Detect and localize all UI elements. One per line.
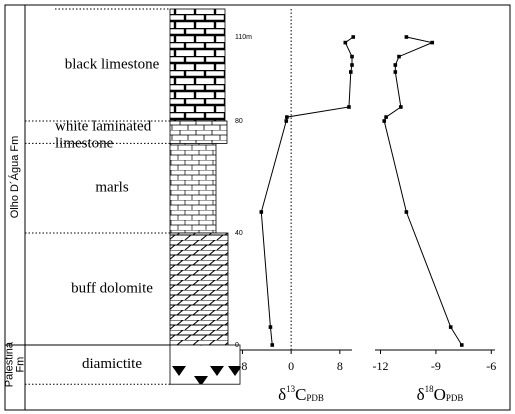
height-tick-label: 80: [235, 118, 243, 125]
data-point: [404, 35, 409, 39]
x-axis-title: δ13CPDB: [278, 384, 324, 404]
x-tick-label: -6: [486, 359, 496, 373]
frame: [4, 4, 511, 411]
formation-label: Fm: [14, 357, 26, 373]
x-axis-title-part: O: [434, 385, 446, 404]
height-tick-label: 40: [235, 230, 243, 237]
data-point: [343, 40, 348, 45]
data-point: [347, 105, 351, 109]
data-point: [284, 119, 289, 123]
data-point: [350, 63, 354, 67]
lithology-unit: [169, 142, 217, 234]
x-axis-title-part: C: [295, 385, 306, 404]
x-tick-label: -8: [237, 359, 247, 373]
x-tick-label: -12: [373, 359, 389, 373]
formation-label: Palestina: [3, 341, 15, 387]
lithology-unit: [169, 8, 226, 122]
x-tick-label: 0: [288, 359, 294, 373]
data-point: [399, 105, 403, 109]
x-axis-title-part: 18: [425, 384, 435, 394]
data-point: [404, 210, 409, 214]
data-point: [448, 325, 453, 329]
lithology-unit: [169, 120, 228, 144]
x-axis-title-part: δ: [417, 385, 425, 404]
height-tick-label: 110m: [235, 34, 252, 41]
x-axis-title-part: PDB: [306, 393, 324, 403]
data-point: [397, 54, 401, 59]
data-point: [393, 63, 398, 67]
data-point: [382, 119, 387, 123]
unit-label: marls: [95, 180, 128, 196]
data-point: [259, 210, 264, 214]
x-axis-title-part: PDB: [446, 393, 464, 403]
x-axis-title-part: 13: [286, 384, 296, 394]
data-point: [348, 70, 353, 74]
data-point: [268, 325, 273, 329]
unit-label: white laminated: [55, 118, 152, 134]
formation-label: Olho D´Água Fm: [8, 136, 21, 219]
x-axis-title: δ18OPDB: [417, 384, 464, 404]
data-point: [393, 70, 398, 74]
unit-label: limestone: [55, 135, 114, 151]
isotope-line: [260, 36, 354, 346]
unit-label: black limestone: [65, 56, 160, 72]
data-point: [384, 115, 388, 119]
unit-label: diamictite: [82, 356, 142, 372]
data-point: [270, 343, 275, 347]
data-point: [351, 35, 356, 39]
x-tick-label: -9: [431, 359, 441, 373]
unit-label: buff dolomite: [71, 280, 153, 296]
data-point: [350, 54, 354, 59]
height-tick-label: 0: [235, 342, 239, 349]
x-tick-label: 8: [337, 359, 343, 373]
isotope-line: [383, 36, 463, 346]
x-axis-title-part: δ: [278, 385, 286, 404]
lithology-unit: [169, 232, 229, 346]
data-point: [430, 40, 435, 45]
data-point: [459, 343, 464, 347]
data-point: [285, 115, 289, 119]
lithology-unit: [169, 344, 241, 385]
